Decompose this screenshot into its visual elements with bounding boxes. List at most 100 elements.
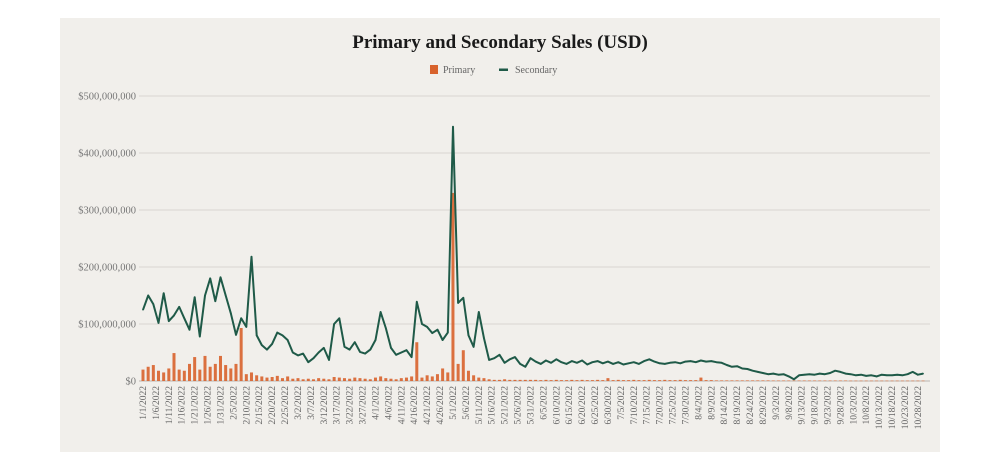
x-tick-label: 6/20/2022 [578,386,588,425]
secondary-point [483,337,485,340]
secondary-point [162,292,165,295]
secondary-point [824,373,826,375]
secondary-point [550,361,552,364]
secondary-point [152,303,155,305]
x-tick-label: 8/24/2022 [746,386,756,425]
x-tick-label: 9/18/2022 [811,386,821,425]
primary-bar [885,380,889,382]
secondary-point [896,373,899,376]
y-tick-label: $500,000,000 [78,92,136,103]
secondary-point [503,361,506,364]
secondary-point [674,361,676,363]
secondary-point [911,371,914,373]
primary-bar [353,377,357,381]
primary-bar [420,377,424,381]
primary-bar [466,370,470,381]
secondary-point [782,373,785,375]
primary-bar [720,380,724,381]
secondary-point [767,373,769,375]
secondary-point [663,363,666,365]
primary-bar [275,375,279,381]
secondary-point [648,358,651,361]
x-tick-label: 8/29/2022 [759,386,769,425]
secondary-point [219,276,222,279]
x-tick-label: 7/25/2022 [669,386,679,425]
secondary-point [725,364,728,366]
y-tick-label: $200,000,000 [78,263,136,274]
secondary-point [183,317,186,320]
x-tick-label: 4/11/2022 [397,386,407,424]
secondary-point [777,373,780,376]
x-tick-label: 9/8/2022 [785,386,795,420]
x-tick-label: 2/15/2022 [255,386,265,425]
primary-bar [859,380,863,382]
secondary-point [534,360,537,363]
x-tick-label: 8/14/2022 [720,386,730,425]
primary-bar [508,379,512,381]
secondary-point [142,308,144,311]
x-tick-label: 9/3/2022 [772,386,782,420]
primary-bar [725,380,729,381]
primary-bar [714,380,718,381]
secondary-point [860,373,862,376]
primary-bar [280,378,284,381]
primary-bar [229,368,233,381]
secondary-point [684,360,687,363]
secondary-point [240,317,242,320]
secondary-point [250,255,253,258]
primary-bar [900,380,904,382]
primary-bar [730,380,734,381]
x-tick-label: 6/15/2022 [565,386,575,425]
primary-bar [182,370,186,381]
secondary-point [746,368,749,370]
x-tick-label: 9/28/2022 [836,386,846,425]
secondary-point [901,374,904,377]
primary-bar [317,378,321,381]
secondary-point [173,314,175,317]
x-tick-label: 5/26/2022 [514,386,524,425]
secondary-point [700,359,702,362]
primary-bar [461,350,465,381]
primary-bar [399,378,403,381]
x-tick-label: 5/11/2022 [475,386,485,424]
primary-bar [187,363,191,381]
secondary-point [323,347,325,349]
x-tick-label: 6/30/2022 [604,386,614,425]
primary-bar [590,380,594,381]
secondary-point [338,317,341,320]
primary-bar [869,380,873,382]
secondary-point [312,357,315,360]
primary-bar [575,380,579,381]
primary-bar [797,380,801,382]
secondary-point [736,365,738,367]
primary-bar [539,380,543,381]
x-tick-label: 5/21/2022 [501,386,511,425]
primary-bar [291,378,295,381]
primary-bar [911,380,915,382]
secondary-point [793,378,795,381]
secondary-point [705,360,707,363]
x-tick-label: 1/31/2022 [217,386,227,425]
primary-bar [348,378,352,381]
y-tick-label: $300,000,000 [78,206,136,217]
secondary-point [849,373,852,375]
secondary-point [307,361,310,363]
y-axis: $0 $100,000,000 $200,000,000 $300,000,000 $4… [78,92,136,388]
secondary-point [348,348,351,351]
primary-bar [621,380,625,381]
secondary-point [524,365,527,368]
secondary-point [421,323,423,325]
secondary-point [385,327,387,329]
secondary-point [601,362,604,365]
primary-bar [446,372,450,381]
primary-bar [683,380,687,381]
primary-bar [249,372,253,381]
secondary-point [844,372,847,375]
primary-bar [162,372,166,381]
primary-bar [611,380,615,381]
secondary-point [286,339,289,341]
secondary-point [415,300,418,303]
x-tick-label: 5/16/2022 [488,386,498,425]
x-tick-label: 1/1/2022 [139,386,149,420]
secondary-point [147,294,149,297]
